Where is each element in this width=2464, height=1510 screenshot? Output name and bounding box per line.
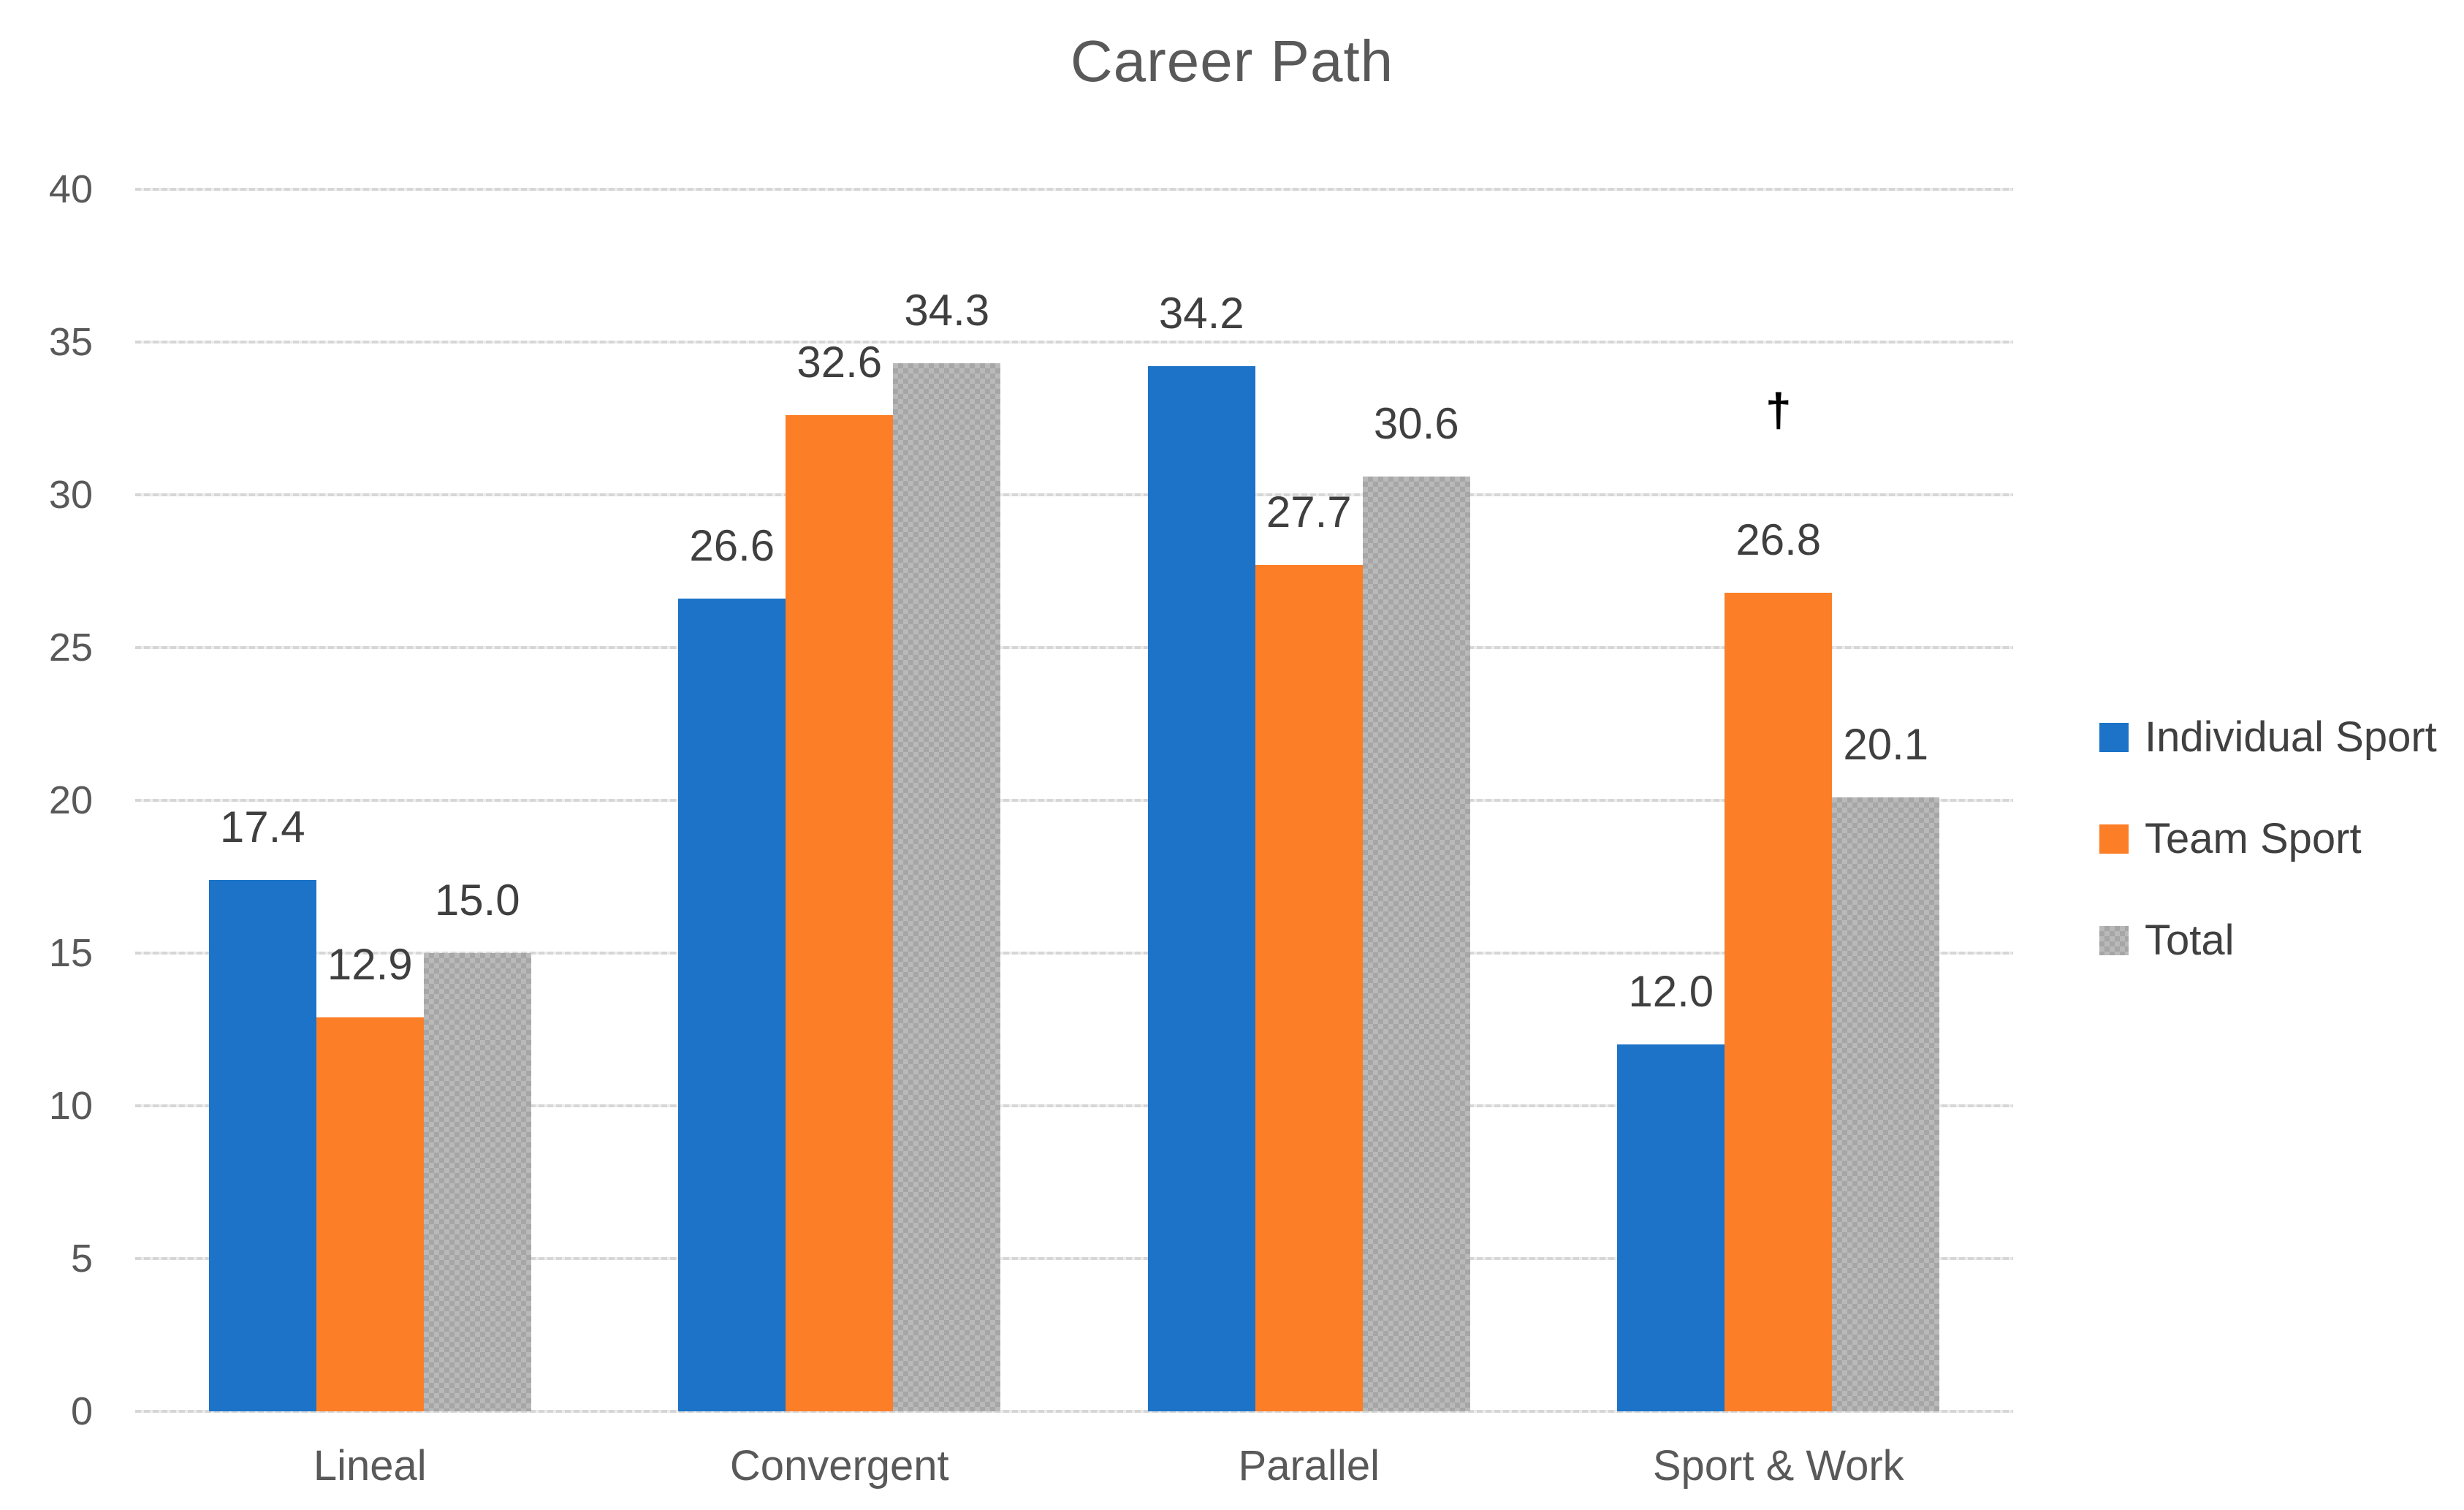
value-label-individual-sport-parallel: 34.2 (1158, 289, 1244, 338)
bar-individual-sport-parallel (1147, 366, 1255, 1411)
value-label-team-sport-lineal: 12.9 (327, 939, 413, 989)
gridline-40 (135, 188, 2013, 191)
legend-label-team-sport: Team Sport (2145, 815, 2362, 862)
bar-team-sport-lineal (316, 1017, 424, 1411)
bar-total-lineal (423, 953, 531, 1411)
bar-slot-individual-sport-sport-work: 12.0 (1617, 189, 1725, 1411)
bar-slot-total-parallel: 30.6 (1362, 189, 1470, 1411)
value-label-total-convergent: 34.3 (904, 286, 990, 335)
cluster-lineal: 17.4 12.9 15.0 (135, 189, 605, 1411)
y-axis-tick-15: 15 (48, 931, 93, 975)
bar-slot-individual-sport-convergent: 26.6 (678, 189, 786, 1411)
y-axis-tick-25: 25 (48, 626, 93, 669)
x-axis-label-parallel: Parallel (1238, 1442, 1380, 1490)
bar-slot-total-convergent: 34.3 (893, 189, 1001, 1411)
bar-slot-total-lineal: 15.0 (423, 189, 531, 1411)
legend: Individual Sport Team Sport Total (2099, 713, 2437, 965)
gridline-20 (135, 799, 2013, 802)
bar-individual-sport-sport-work (1617, 1044, 1725, 1411)
legend-item-individual-sport: Individual Sport (2099, 713, 2437, 762)
value-label-individual-sport-sport-work: 12.0 (1628, 967, 1714, 1017)
dagger-annotation: † (1765, 383, 1792, 436)
y-axis-tick-20: 20 (48, 778, 93, 822)
y-axis-tick-30: 30 (48, 473, 93, 517)
bar-slot-team-sport-sport-work: † 26.8 (1725, 189, 1833, 1411)
y-axis-tick-5: 5 (70, 1237, 93, 1281)
legend-label-total: Total (2145, 917, 2235, 964)
bar-slot-team-sport-parallel: 27.7 (1255, 189, 1363, 1411)
value-label-individual-sport-lineal: 17.4 (219, 802, 305, 851)
bar-clusters: 17.4 12.9 15.0 26.6 32.6 34.3 34.2 27.7 30.6 12.0… (135, 189, 2013, 1411)
bar-individual-sport-lineal (208, 879, 316, 1411)
value-label-team-sport-sport-work: 26.8 (1735, 515, 1822, 564)
value-label-individual-sport-convergent: 26.6 (689, 521, 775, 571)
value-label-team-sport-parallel: 27.7 (1266, 487, 1352, 537)
legend-swatch-total (2099, 925, 2129, 955)
legend-swatch-individual-sport (2099, 722, 2129, 752)
plot-area: 17.4 12.9 15.0 26.6 32.6 34.3 34.2 27.7 30.6 12.0… (135, 188, 2013, 1413)
bar-slot-total-sport-work: 20.1 (1832, 189, 1940, 1411)
legend-label-individual-sport: Individual Sport (2145, 713, 2437, 761)
cluster-convergent: 26.6 32.6 34.3 (605, 189, 1075, 1411)
bar-team-sport-parallel (1255, 565, 1363, 1411)
gridline-10 (135, 1104, 2013, 1107)
gridline-15 (135, 952, 2013, 955)
y-axis-tick-35: 35 (48, 320, 93, 364)
gridline-0 (135, 1410, 2013, 1413)
value-label-total-parallel: 30.6 (1373, 398, 1459, 448)
chart-title: Career Path (1070, 29, 1394, 94)
x-axis-label-lineal: Lineal (313, 1442, 427, 1490)
value-label-total-sport-work: 20.1 (1843, 719, 1929, 769)
gridline-5 (135, 1257, 2013, 1260)
value-label-team-sport-convergent: 32.6 (796, 338, 883, 387)
bar-team-sport-convergent (786, 415, 894, 1411)
y-axis-tick-10: 10 (48, 1084, 93, 1128)
gridline-30 (135, 493, 2013, 496)
x-axis-label-convergent: Convergent (729, 1442, 949, 1490)
bar-total-sport-work (1832, 797, 1940, 1411)
bar-slot-individual-sport-parallel: 34.2 (1147, 189, 1255, 1411)
cluster-sport-work: 12.0 † 26.8 20.1 (1544, 189, 2014, 1411)
legend-item-total: Total (2099, 916, 2437, 965)
x-axis: Lineal Convergent Parallel Sport & Work (135, 1441, 2013, 1490)
x-axis-label-sport-work: Sport & Work (1652, 1442, 1904, 1490)
gridline-25 (135, 646, 2013, 649)
bar-slot-team-sport-lineal: 12.9 (316, 189, 424, 1411)
y-axis-tick-0: 0 (70, 1389, 93, 1433)
legend-swatch-team-sport (2099, 824, 2129, 854)
y-axis: 40 35 30 25 20 15 10 5 0 (0, 167, 93, 1433)
bar-total-convergent (893, 363, 1001, 1411)
y-axis-tick-40: 40 (48, 167, 93, 211)
bar-team-sport-sport-work (1725, 592, 1833, 1411)
legend-item-team-sport: Team Sport (2099, 814, 2437, 863)
value-label-total-lineal: 15.0 (434, 876, 520, 925)
cluster-parallel: 34.2 27.7 30.6 (1074, 189, 1544, 1411)
bar-slot-team-sport-convergent: 32.6 (786, 189, 894, 1411)
bar-individual-sport-convergent (678, 599, 786, 1411)
bar-slot-individual-sport-lineal: 17.4 (208, 189, 316, 1411)
bar-total-parallel (1362, 476, 1470, 1411)
gridline-35 (135, 341, 2013, 344)
